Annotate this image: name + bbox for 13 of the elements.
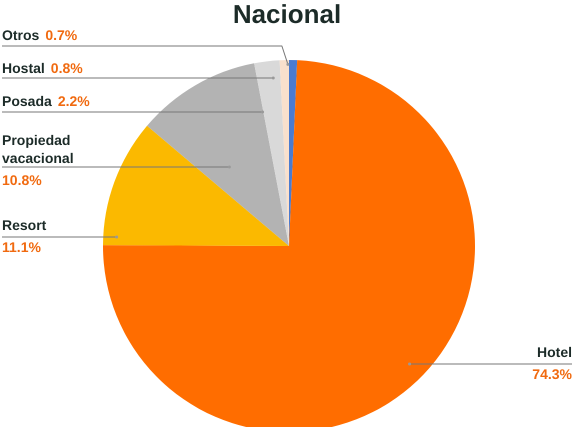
slice-label: Hotel — [537, 344, 572, 360]
data-label: 10.8% — [2, 172, 42, 188]
data-label: 11.1% — [2, 239, 42, 255]
data-label: 74.3% — [532, 366, 573, 382]
slice-label: Hostal — [2, 60, 45, 76]
slice-label: Posada — [2, 93, 52, 109]
slice-label: Otros — [2, 27, 40, 43]
data-label: 0.7% — [45, 27, 78, 43]
slice-label: Propiedad vacacional — [2, 132, 74, 166]
data-label: 0.8% — [50, 60, 84, 76]
chart-title: Nacional — [232, 0, 342, 29]
slice-label: Resort — [2, 217, 47, 233]
data-label: 2.2% — [58, 93, 90, 109]
